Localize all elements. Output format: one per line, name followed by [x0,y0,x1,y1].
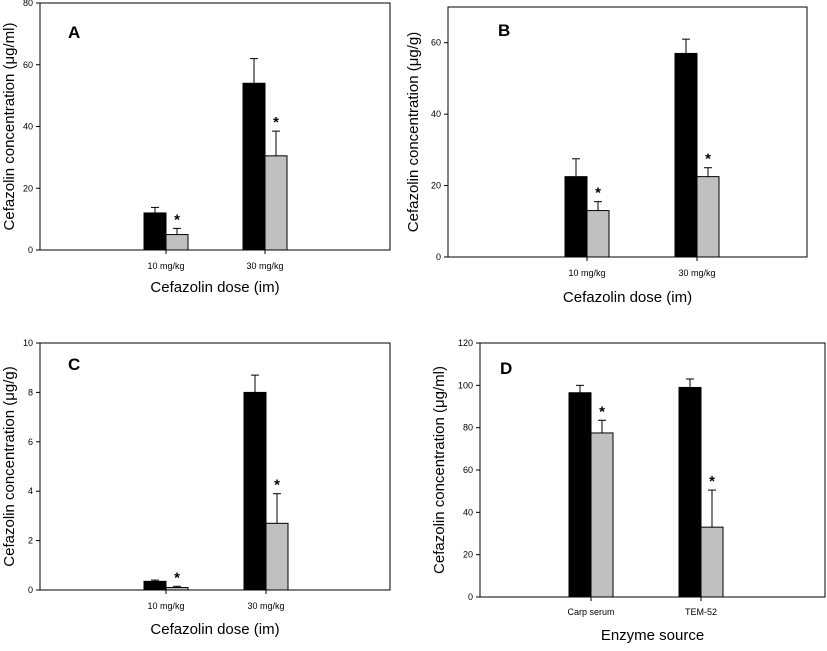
y-axis-title: Cefazolin concentration (μg/ml) [1,23,18,231]
bar-series-1-1 [568,392,592,598]
y-tick-label: 20 [23,183,33,193]
bar-series-1-2 [242,82,266,251]
panel-letter: D [500,359,512,378]
y-tick-label: 40 [431,109,441,119]
chart-panel-a: 0 20 40 60 80 Cefazolin concentration (μg/ml)… [1,0,391,296]
y-tick-label: 8 [28,387,33,397]
chart-panel-b: 0 20 40 60 Cefazolin concentration (μg/g) Cef… [405,6,808,306]
x-axis-title: Enzyme source [601,627,704,644]
panel-letter: A [68,23,80,42]
y-tick-label: 4 [28,486,33,496]
y-tick-label: 120 [458,338,473,348]
x-tick-label: 10 mg/kg [568,268,605,278]
y-tick-label: 60 [463,465,473,475]
x-tick-label: 10 mg/kg [147,601,184,611]
y-tick-label: 6 [28,437,33,447]
x-axis-title: Cefazolin dose (im) [563,289,692,306]
bar-series-1-1 [143,212,167,251]
panel-letter: C [68,355,80,374]
bar-series-2-2 [264,155,288,251]
significance-star: * [274,477,280,494]
y-tick-label: 100 [458,380,473,390]
bar-series-2-2 [265,522,289,591]
y-tick-label: 60 [431,38,441,48]
bar-series-1-2 [674,52,698,258]
y-tick-label: 0 [28,245,33,255]
y-tick-label: 20 [463,550,473,560]
x-tick-label: 10 mg/kg [147,261,184,271]
panel-letter: B [498,21,510,40]
x-tick-label: 30 mg/kg [246,261,283,271]
y-axis-title: Cefazolin concentration (μg/g) [1,366,18,566]
bar-series-1-1 [564,176,588,258]
bar-series-2-1 [165,587,189,591]
y-tick-label: 0 [468,592,473,602]
bar-series-2-1 [165,234,189,251]
bar-series-1-2 [678,386,702,598]
y-tick-label: 2 [28,536,33,546]
significance-star: * [174,569,180,586]
x-tick-label: Carp serum [567,607,614,617]
y-tick-label: 80 [23,0,33,8]
significance-star: * [599,403,605,420]
y-axis-title: Cefazolin concentration (μg/ml) [431,366,448,574]
bar-series-2-2 [700,526,724,598]
plot-frame [39,342,391,591]
y-tick-label: 40 [463,507,473,517]
x-tick-label: 30 mg/kg [247,601,284,611]
y-tick-label: 0 [28,585,33,595]
significance-star: * [709,473,715,490]
plot-frame [447,6,808,258]
y-tick-label: 60 [23,60,33,70]
significance-star: * [273,114,279,131]
bar-series-2-1 [586,210,610,258]
chart-panel-c: 0 2 4 6 8 10 Cefazolin concentration (μg/g) Cef… [1,338,391,638]
y-tick-label: 10 [23,338,33,348]
bar-series-2-2 [696,176,720,258]
y-tick-label: 40 [23,122,33,132]
y-tick-label: 20 [431,181,441,191]
x-axis-title: Cefazolin dose (im) [150,621,279,638]
significance-star: * [595,185,601,202]
x-tick-label: TEM-52 [685,607,717,617]
y-tick-label: 80 [463,423,473,433]
bar-series-2-1 [590,432,614,598]
plot-frame [39,2,391,251]
chart-panel-d: 0 20 40 60 80 100 120 Cefazolin concentration (… [431,338,826,644]
y-axis-title: Cefazolin concentration (μg/g) [405,32,422,232]
significance-star: * [174,211,180,228]
y-tick-label: 0 [436,252,441,262]
significance-star: * [705,151,711,168]
plot-frame [479,342,826,598]
bar-series-1-1 [143,580,167,591]
x-axis-title: Cefazolin dose (im) [150,279,279,296]
x-tick-label: 30 mg/kg [678,268,715,278]
bar-series-1-2 [243,391,267,591]
